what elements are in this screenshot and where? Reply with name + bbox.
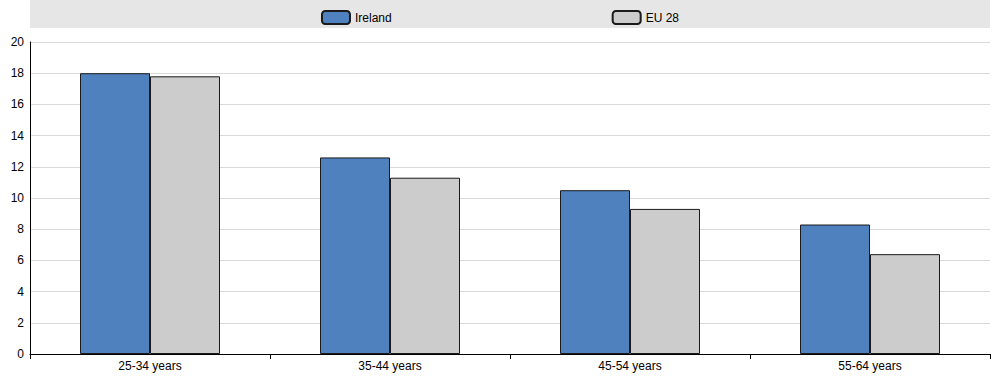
svg-text:20: 20	[11, 35, 25, 49]
svg-text:35-44 years: 35-44 years	[358, 359, 421, 373]
svg-text:6: 6	[17, 253, 24, 267]
svg-text:8: 8	[17, 222, 24, 236]
svg-text:55-64 years: 55-64 years	[838, 359, 901, 373]
svg-text:25-34 years: 25-34 years	[118, 359, 181, 373]
svg-text:18: 18	[11, 66, 25, 80]
svg-text:4: 4	[17, 285, 24, 299]
svg-text:45-54 years: 45-54 years	[598, 359, 661, 373]
svg-text:10: 10	[11, 191, 25, 205]
svg-text:12: 12	[11, 160, 25, 174]
svg-text:0: 0	[17, 347, 24, 361]
svg-text:14: 14	[11, 129, 25, 143]
svg-text:Ireland: Ireland	[355, 11, 392, 25]
svg-text:16: 16	[11, 97, 25, 111]
svg-text:EU 28: EU 28	[646, 11, 680, 25]
svg-text:2: 2	[17, 316, 24, 330]
